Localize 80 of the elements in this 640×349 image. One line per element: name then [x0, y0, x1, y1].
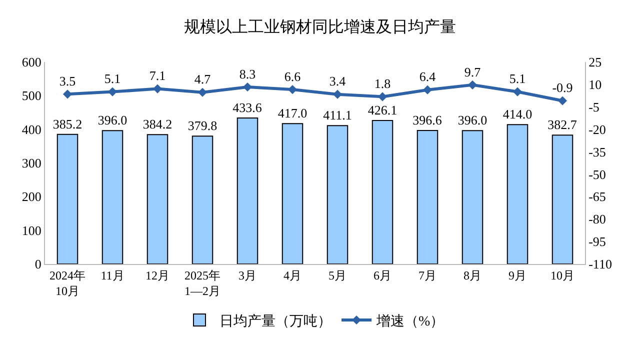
y2-tick-label: -110 [588, 256, 612, 272]
x-tick-label: 9月 [508, 268, 526, 282]
point [378, 92, 388, 102]
data-label: 1.8 [374, 76, 391, 92]
point [108, 87, 118, 96]
data-label: 3.5 [59, 74, 76, 89]
y-tick-label: 600 [22, 54, 42, 70]
x-tick-label: 2025年 1—2月 [184, 268, 220, 298]
bar [372, 120, 394, 264]
bar [146, 134, 168, 264]
x-tick-label: 2024年 10月 [50, 268, 86, 298]
y2-tick-label: -80 [588, 212, 606, 227]
data-label: 6.6 [284, 68, 302, 84]
data-label: 396.0 [458, 112, 488, 128]
point [558, 96, 568, 106]
legend-label: 日均产量（万吨） [220, 313, 332, 330]
bar [326, 125, 348, 264]
point [62, 90, 72, 99]
bar [192, 136, 214, 264]
y2-tick-label: -50 [588, 166, 606, 182]
y-tick-label: 400 [22, 122, 42, 137]
point [198, 88, 208, 97]
x-tick-label: 3月 [238, 268, 256, 282]
bar [56, 134, 78, 264]
bar [102, 130, 124, 264]
x-tick-label: 11月 [100, 268, 124, 282]
y-tick-label: 300 [22, 156, 42, 171]
legend-label: 增速（%） [376, 313, 444, 330]
x-tick-label: 4月 [284, 268, 302, 282]
bar [506, 124, 528, 264]
point [422, 85, 432, 94]
data-label: 396.0 [98, 112, 128, 128]
y2-tick-label: -20 [588, 122, 606, 137]
x-tick-label: 5月 [328, 268, 346, 282]
y-tick-label: 500 [22, 88, 42, 104]
point [512, 87, 522, 96]
data-label: 7.1 [149, 68, 166, 84]
data-label: 414.0 [502, 106, 532, 122]
point [288, 84, 298, 94]
data-label: 382.7 [548, 117, 578, 132]
point [242, 82, 252, 92]
bar [552, 134, 574, 264]
x-tick-label: 7月 [418, 268, 436, 282]
y2-tick-label: 10 [588, 76, 602, 92]
point [152, 84, 162, 94]
data-label: 411.1 [323, 108, 352, 123]
bar [236, 118, 258, 264]
data-label: 396.6 [412, 112, 442, 128]
data-label: 5.1 [509, 71, 526, 86]
data-label: 417.0 [278, 106, 308, 121]
bar [462, 130, 484, 264]
data-label: 384.2 [142, 116, 172, 132]
data-label: 3.4 [329, 74, 346, 89]
data-label: 379.8 [188, 118, 218, 134]
x-tick-label: 6月 [374, 268, 392, 282]
y2-tick-label: -65 [588, 189, 606, 204]
data-label: 433.6 [232, 100, 262, 116]
x-tick-label: 8月 [464, 268, 482, 282]
x-tick-label: 10月 [550, 268, 574, 282]
data-label: 6.4 [419, 69, 436, 84]
y-tick-label: 100 [22, 222, 42, 238]
data-label: 5.1 [104, 71, 121, 86]
point [332, 90, 342, 99]
y2-tick-label: 25 [588, 54, 602, 70]
chart-title: 规模以上工业钢材同比增速及日均产量 [184, 17, 456, 36]
point [468, 80, 478, 90]
data-label: -0.9 [552, 80, 573, 96]
bar [282, 123, 304, 264]
x-tick-label: 12月 [146, 268, 170, 282]
data-label: 9.7 [464, 64, 482, 80]
data-label: 426.1 [368, 102, 398, 118]
y2-tick-label: -95 [588, 234, 606, 250]
data-label: 4.7 [194, 72, 212, 87]
y-tick-label: 0 [34, 256, 42, 272]
data-label: 385.2 [52, 116, 82, 132]
y2-tick-label: -5 [588, 99, 600, 114]
y-tick-label: 200 [22, 189, 42, 204]
y2-tick-label: -35 [588, 144, 606, 160]
bar [416, 130, 438, 264]
data-label: 8.3 [239, 66, 256, 82]
